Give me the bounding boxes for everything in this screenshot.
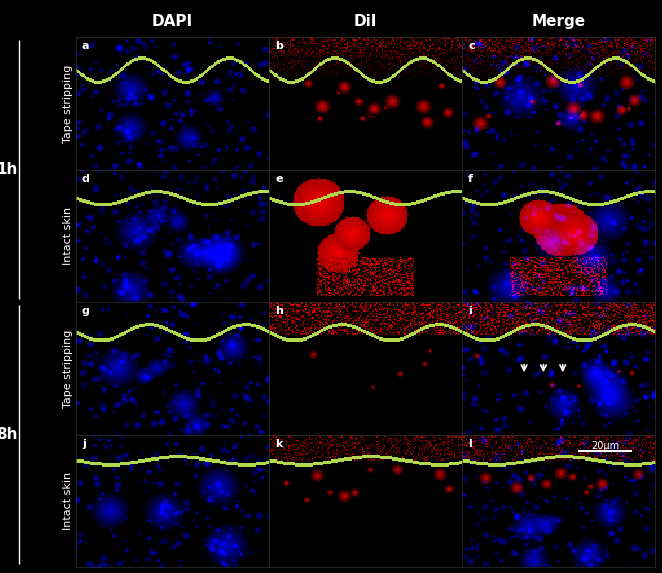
Text: DAPI: DAPI [152, 14, 193, 29]
Text: a: a [82, 41, 89, 51]
Text: DiI: DiI [354, 14, 377, 29]
Text: Tape stripping: Tape stripping [63, 329, 73, 408]
Text: b: b [275, 41, 283, 51]
Text: h: h [275, 306, 283, 316]
Text: Intact skin: Intact skin [63, 207, 73, 265]
Text: 8h: 8h [0, 427, 17, 442]
Text: k: k [275, 439, 283, 449]
Text: d: d [82, 174, 90, 184]
Text: Intact skin: Intact skin [63, 472, 73, 530]
Text: f: f [468, 174, 473, 184]
Text: Merge: Merge [532, 14, 586, 29]
Text: j: j [82, 439, 86, 449]
Text: 20μm: 20μm [591, 441, 619, 452]
Text: l: l [468, 439, 472, 449]
Text: c: c [468, 41, 475, 51]
Text: g: g [82, 306, 90, 316]
Text: 1h: 1h [0, 162, 17, 177]
Text: i: i [468, 306, 472, 316]
Text: Tape stripping: Tape stripping [63, 64, 73, 143]
Text: e: e [275, 174, 283, 184]
